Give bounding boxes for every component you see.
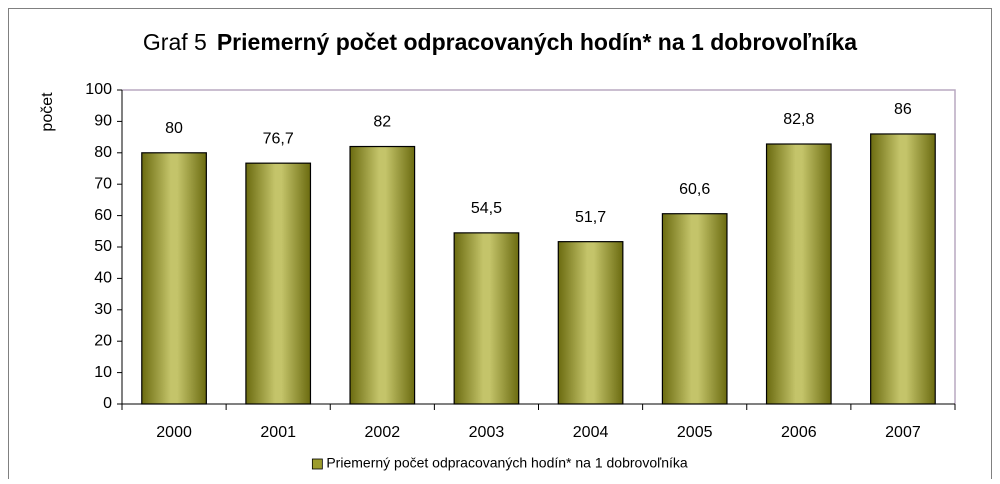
x-tick-label: 2002 [365,424,401,441]
data-label: 82,8 [783,111,814,128]
x-tick-label: 2001 [260,424,296,441]
bar [557,241,624,405]
x-tick-label: 2007 [885,424,921,441]
x-tick-label: 2000 [156,424,192,441]
y-tick-label: 90 [94,113,112,130]
data-label: 76,7 [263,130,294,147]
chart-title: Graf 5 Priemerný počet odpracovaných hodí… [143,29,857,55]
bar [661,213,728,405]
data-label: 51,7 [575,209,606,226]
title-prefix: Graf 5 [143,29,207,55]
bar [765,143,832,405]
bar [141,152,207,405]
x-tick-label: 2005 [677,424,713,441]
y-tick-label: 100 [85,81,112,98]
y-tick-label: 0 [103,395,112,412]
y-tick-label: 50 [94,238,112,255]
bar [245,162,312,405]
y-tick-label: 40 [94,270,112,287]
data-label: 80 [165,120,183,137]
data-label: 54,5 [471,200,502,217]
bar [453,232,520,405]
bar [870,133,936,405]
x-tick-label: 2004 [573,424,609,441]
data-label: 60,6 [679,181,710,198]
data-label: 86 [894,101,912,118]
x-tick-label: 2003 [469,424,505,441]
plot-border [122,89,956,404]
data-label: 82 [373,114,391,131]
y-tick-label: 60 [94,207,112,224]
y-tick-label: 70 [94,175,112,192]
y-tick-label: 30 [94,301,112,318]
legend-swatch [311,458,323,470]
y-tick-label: 80 [94,144,112,161]
y-axis-label: počet [39,92,56,132]
y-tick-label: 10 [94,364,112,381]
title-main: Priemerný počet odpracovaných hodín* na … [217,29,857,55]
bar [349,145,416,405]
y-tick-label: 20 [94,332,112,349]
legend-label: Priemerný počet odpracovaných hodín* na … [326,455,688,471]
x-tick-label: 2006 [781,424,817,441]
